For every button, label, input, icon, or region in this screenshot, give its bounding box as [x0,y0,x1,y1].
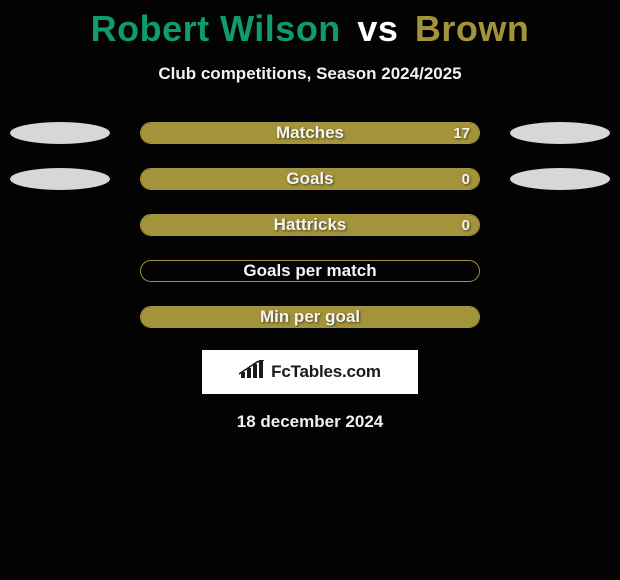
player1-name: Robert Wilson [91,8,341,49]
stat-row: Min per goal [0,306,620,328]
stat-label: Goals [286,169,333,189]
stat-bar: Min per goal [140,306,480,328]
chart-icon [239,360,265,385]
player1-marker [10,168,110,190]
player1-marker [10,122,110,144]
player2-name: Brown [415,8,530,49]
stat-row: Goals per match [0,260,620,282]
stat-bar: Goals per match [140,260,480,282]
player2-marker [510,168,610,190]
subtitle: Club competitions, Season 2024/2025 [0,64,620,84]
date-label: 18 december 2024 [0,412,620,432]
stat-label: Goals per match [243,261,376,281]
player2-marker [510,122,610,144]
brand-badge: FcTables.com [202,350,418,394]
stat-label: Min per goal [260,307,360,327]
stat-bar: Hattricks 0 [140,214,480,236]
stat-row: Goals 0 [0,168,620,190]
stats-container: Matches 17 Goals 0 Hattricks 0 Goals per match… [0,122,620,328]
vs-label: vs [357,8,398,49]
stat-bar: Matches 17 [140,122,480,144]
stat-value: 0 [462,171,470,188]
stat-row: Matches 17 [0,122,620,144]
stat-value: 17 [453,125,470,142]
comparison-title: Robert Wilson vs Brown [0,0,620,50]
stat-label: Hattricks [274,215,347,235]
brand-text: FcTables.com [271,362,381,382]
stat-row: Hattricks 0 [0,214,620,236]
stat-label: Matches [276,123,344,143]
stat-value: 0 [462,217,470,234]
stat-bar: Goals 0 [140,168,480,190]
